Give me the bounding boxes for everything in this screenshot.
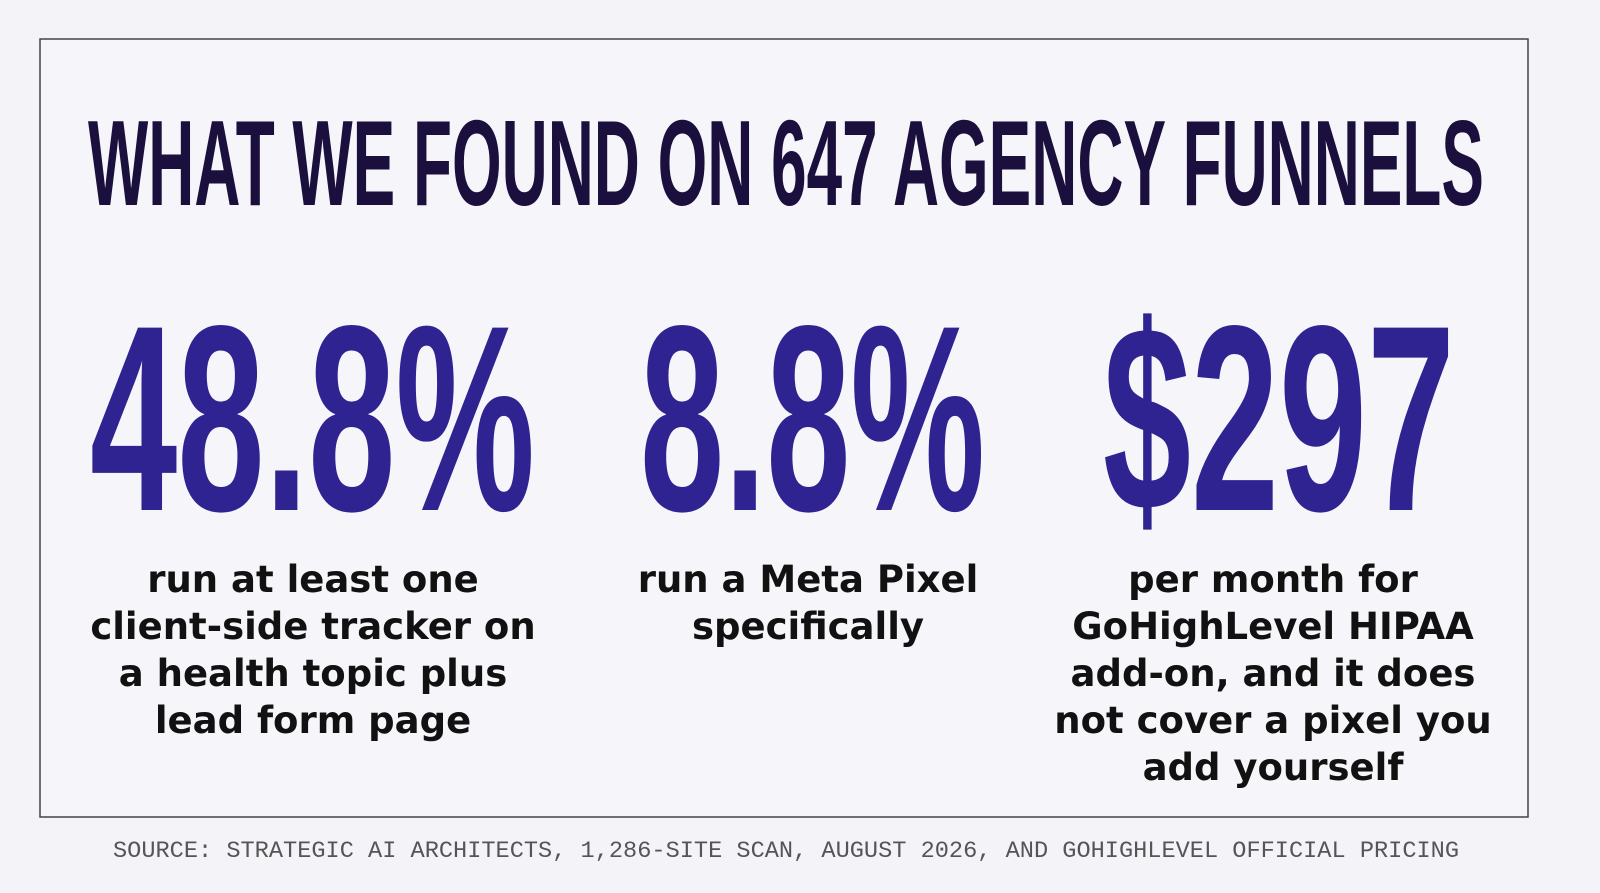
stat-description: a health topic plus [119,652,507,695]
stat-value: 8.8% [640,271,985,567]
stat-description: run a Meta Pixel [638,558,979,601]
stat-description: lead form page [155,699,471,742]
stat-value: $297 [1103,271,1455,567]
stat-description: run at least one [147,558,479,601]
source: SOURCE: STRATEGIC AI ARCHITECTS, 1,286-S… [113,838,1459,864]
stat-description: not cover a pixel you [1054,699,1491,742]
stat-description: client-side tracker on [90,605,535,648]
stat-description: specifically [692,605,924,648]
stat-description: add yourself [1143,746,1405,789]
stat-description: add-on, and it does [1071,652,1476,695]
stat-value: 48.8% [90,271,535,567]
stat-description: GoHighLevel HIPAA [1072,605,1474,648]
frame [39,38,1529,818]
stat-description: per month for [1128,558,1418,601]
title: WHAT WE FOUND ON 647 AGENCY FUNNELS [88,95,1484,231]
